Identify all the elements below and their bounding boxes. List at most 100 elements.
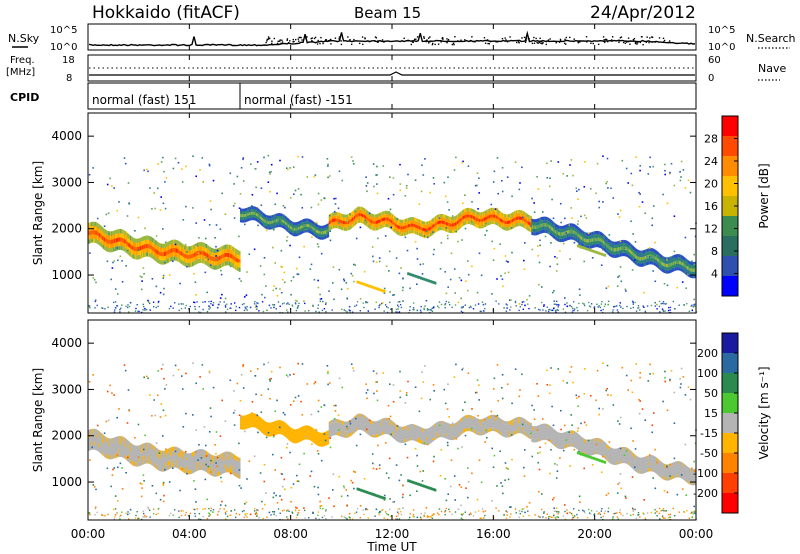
power-cell bbox=[585, 238, 587, 243]
power-cell bbox=[525, 216, 527, 220]
power-cell bbox=[454, 219, 456, 223]
power-cell bbox=[274, 219, 276, 223]
power-scatter bbox=[165, 177, 168, 179]
power-cell bbox=[686, 259, 689, 263]
power-cell bbox=[113, 243, 115, 248]
power-scatter bbox=[301, 207, 304, 209]
power-cell bbox=[668, 257, 670, 261]
noise-search-point bbox=[329, 39, 331, 41]
power-cell bbox=[441, 220, 443, 224]
power-cell bbox=[479, 212, 482, 216]
power-ground-scatter bbox=[589, 306, 592, 308]
power-cell bbox=[290, 226, 293, 230]
power-cell bbox=[424, 228, 427, 232]
power-scatter bbox=[687, 179, 690, 182]
power-cell bbox=[256, 213, 259, 217]
power-scatter bbox=[643, 292, 645, 294]
power-cell bbox=[209, 247, 211, 252]
power-scatter bbox=[350, 156, 353, 158]
power-cell bbox=[523, 215, 526, 219]
power-cell bbox=[466, 221, 468, 225]
power-cell bbox=[156, 253, 158, 259]
power-cell bbox=[545, 220, 548, 224]
power-cell bbox=[578, 231, 580, 235]
power-cell bbox=[486, 216, 488, 220]
power-cell bbox=[135, 251, 137, 256]
power-scatter bbox=[607, 285, 610, 288]
power-scatter bbox=[492, 259, 495, 261]
power-cell bbox=[430, 226, 432, 230]
power-cell bbox=[428, 221, 430, 225]
power-cell bbox=[395, 217, 397, 221]
power-cell bbox=[131, 237, 134, 242]
power-cell bbox=[570, 229, 572, 233]
power-cell bbox=[589, 235, 591, 239]
power-cell bbox=[460, 218, 462, 222]
power-cell bbox=[322, 236, 325, 240]
power-ground-scatter bbox=[543, 305, 545, 307]
power-cell bbox=[289, 225, 292, 229]
noise-search-point bbox=[338, 36, 341, 38]
power-cell bbox=[310, 230, 312, 234]
power-ground-scatter bbox=[637, 305, 640, 307]
power-cell bbox=[443, 221, 445, 225]
power-scatter bbox=[219, 297, 222, 299]
power-scatter bbox=[174, 243, 177, 246]
power-cell bbox=[126, 240, 128, 245]
power-cell bbox=[163, 243, 165, 248]
power-ground-scatter bbox=[600, 309, 602, 312]
power-cell bbox=[685, 258, 688, 263]
power-cell bbox=[321, 236, 323, 240]
power-scatter bbox=[467, 165, 470, 167]
power-scatter bbox=[375, 261, 378, 263]
power-cell bbox=[576, 225, 578, 229]
power-cell bbox=[333, 225, 336, 229]
power-cell bbox=[189, 258, 191, 263]
power-cell bbox=[289, 230, 291, 234]
power-scatter bbox=[453, 169, 456, 171]
power-cell bbox=[272, 214, 275, 218]
power-ground-scatter bbox=[266, 309, 268, 311]
power-cell bbox=[486, 209, 488, 213]
power-cell bbox=[544, 216, 546, 220]
power-cell bbox=[408, 221, 410, 225]
power-cell bbox=[467, 211, 469, 215]
power-ground-scatter bbox=[468, 306, 471, 309]
power-scatter bbox=[144, 227, 146, 230]
power-scatter bbox=[554, 256, 556, 258]
power-cell bbox=[631, 251, 634, 255]
power-ground-scatter bbox=[380, 302, 383, 305]
power-cell bbox=[600, 238, 602, 242]
power-cell bbox=[245, 216, 248, 220]
power-cell bbox=[256, 219, 259, 222]
power-scatter bbox=[685, 287, 687, 289]
power-cell bbox=[457, 213, 460, 217]
power-cell bbox=[240, 213, 242, 217]
power-cell bbox=[418, 222, 420, 226]
noise-search-point bbox=[347, 36, 349, 38]
power-cell bbox=[461, 210, 463, 214]
power-cell bbox=[492, 214, 494, 218]
power-cell bbox=[207, 262, 210, 267]
power-scatter bbox=[296, 267, 298, 270]
power-cell bbox=[234, 257, 237, 262]
power-scatter bbox=[681, 281, 684, 283]
power-cell bbox=[635, 254, 637, 259]
power-scatter bbox=[168, 274, 171, 276]
power-cell bbox=[620, 243, 623, 247]
power-scatter bbox=[270, 163, 273, 166]
power-cell bbox=[389, 215, 391, 219]
power-scatter bbox=[158, 245, 161, 247]
power-cell bbox=[190, 262, 192, 267]
power-cell bbox=[588, 245, 591, 249]
power-ground-scatter bbox=[225, 311, 227, 313]
power-patch bbox=[591, 249, 594, 253]
power-cell bbox=[674, 264, 676, 268]
power-cell bbox=[459, 212, 461, 216]
power-cell bbox=[296, 233, 298, 236]
power-cell bbox=[88, 231, 90, 236]
power-cell bbox=[524, 212, 526, 216]
power-cell bbox=[597, 231, 599, 235]
power-cell bbox=[271, 215, 273, 219]
power-scatter bbox=[382, 165, 385, 167]
